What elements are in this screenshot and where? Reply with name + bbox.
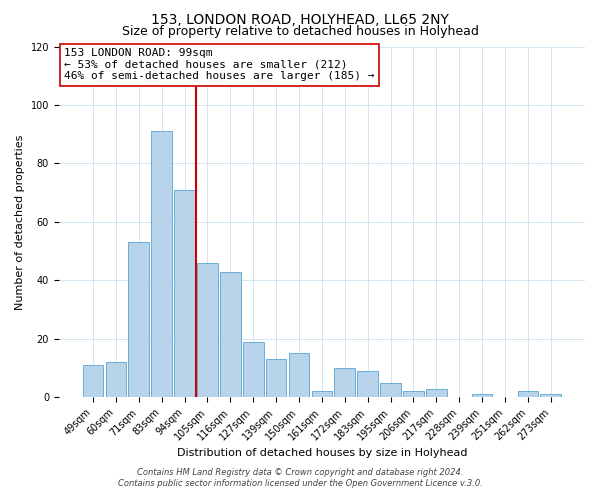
X-axis label: Distribution of detached houses by size in Holyhead: Distribution of detached houses by size … bbox=[176, 448, 467, 458]
Text: 153, LONDON ROAD, HOLYHEAD, LL65 2NY: 153, LONDON ROAD, HOLYHEAD, LL65 2NY bbox=[151, 12, 449, 26]
Bar bbox=[174, 190, 195, 398]
Y-axis label: Number of detached properties: Number of detached properties bbox=[15, 134, 25, 310]
Bar bbox=[311, 392, 332, 398]
Bar bbox=[426, 388, 446, 398]
Bar bbox=[197, 263, 218, 398]
Bar bbox=[83, 365, 103, 398]
Bar bbox=[472, 394, 493, 398]
Bar bbox=[243, 342, 263, 398]
Bar bbox=[358, 371, 378, 398]
Bar bbox=[289, 354, 309, 398]
Text: 153 LONDON ROAD: 99sqm
← 53% of detached houses are smaller (212)
46% of semi-de: 153 LONDON ROAD: 99sqm ← 53% of detached… bbox=[64, 48, 374, 82]
Bar bbox=[541, 394, 561, 398]
Bar bbox=[220, 272, 241, 398]
Bar bbox=[380, 382, 401, 398]
Text: Size of property relative to detached houses in Holyhead: Size of property relative to detached ho… bbox=[122, 25, 478, 38]
Bar bbox=[334, 368, 355, 398]
Bar bbox=[128, 242, 149, 398]
Bar bbox=[151, 132, 172, 398]
Bar bbox=[403, 392, 424, 398]
Bar bbox=[518, 392, 538, 398]
Bar bbox=[106, 362, 126, 398]
Text: Contains HM Land Registry data © Crown copyright and database right 2024.
Contai: Contains HM Land Registry data © Crown c… bbox=[118, 468, 482, 487]
Bar bbox=[266, 360, 286, 398]
